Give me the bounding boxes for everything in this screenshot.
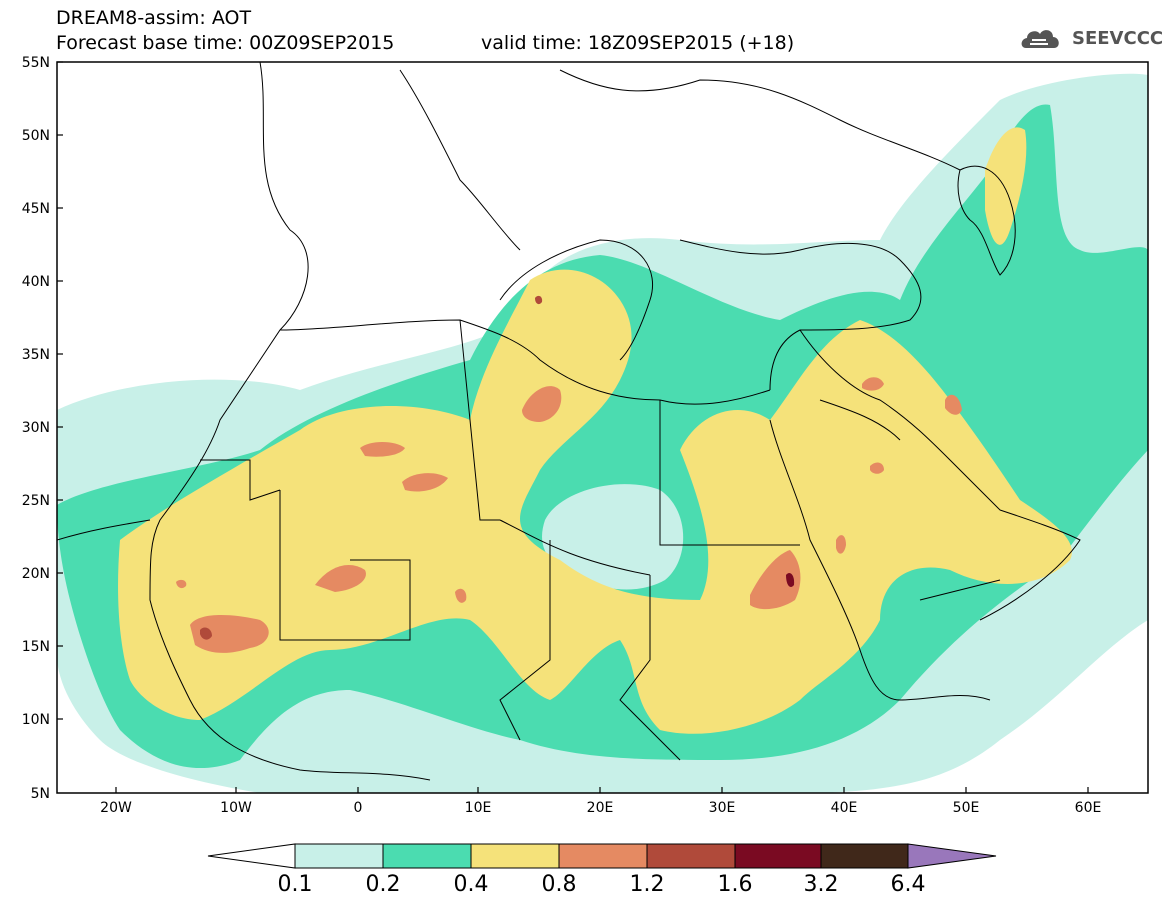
coastlines — [57, 62, 1081, 781]
legend-over-arrow — [907, 843, 997, 869]
lat-label: 20N — [22, 566, 50, 582]
lat-label: 40N — [22, 274, 50, 290]
aot-band-0.8-redsea — [836, 535, 846, 554]
logo-text: SEEVCCC — [1072, 28, 1164, 49]
lat-label: 30N — [22, 420, 50, 436]
aot-band-0.8-chad — [455, 588, 467, 603]
lon-label: 40E — [831, 800, 858, 816]
legend-label: 6.4 — [890, 872, 926, 897]
aot-band-0.8-sudan — [750, 550, 801, 610]
aot-band-1.2-sudan — [786, 573, 795, 587]
lat-label: 10N — [22, 712, 50, 728]
aot-band-0.8-iran — [945, 394, 962, 415]
legend-swatch-0.1 — [294, 843, 384, 869]
aot-band-0.4 — [118, 269, 1072, 734]
legend-label: 0.8 — [541, 872, 577, 897]
lon-label: 10W — [220, 800, 252, 816]
lat-label: 55N — [22, 55, 50, 71]
legend-label: 1.6 — [717, 872, 753, 897]
lat-label: 15N — [22, 639, 50, 655]
aot-band-0.8-niger — [315, 565, 366, 592]
lon-axis: 20W 10W 0 10E 20E 30E 40E 50E 60E — [100, 800, 1101, 816]
aot-band-0.8-libya — [522, 386, 562, 422]
aot-field — [57, 73, 1148, 793]
lon-label: 50E — [953, 800, 980, 816]
cloud-logo-icon — [1021, 30, 1059, 48]
color-legend — [207, 843, 997, 869]
aot-band-0.8-mali — [190, 615, 269, 653]
lon-label: 20E — [587, 800, 614, 816]
legend-swatch-0.2 — [382, 843, 472, 869]
forecast-base-time: Forecast base time: 00Z09SEP2015 — [56, 32, 395, 54]
legend-label: 0.1 — [277, 872, 313, 897]
lon-label: 30E — [709, 800, 736, 816]
legend-swatch-0.4 — [470, 843, 560, 869]
lat-label: 50N — [22, 128, 50, 144]
valid-time: valid time: 18Z09SEP2015 (+18) — [481, 32, 795, 54]
map-title: DREAM8-assim: AOT — [56, 7, 252, 29]
lat-axis: 55N 50N 45N 40N 35N 30N 25N 20N 15N 10N … — [22, 55, 50, 802]
lon-label: 60E — [1075, 800, 1102, 816]
aot-band-0.8-iraq — [862, 377, 884, 391]
aot-band-1.2-mali — [200, 627, 212, 640]
aot-band-0.8-algeria2 — [402, 473, 448, 492]
aot-band-0.8-saudi — [870, 462, 884, 474]
legend-swatch-0.8 — [558, 843, 648, 869]
legend-label: 0.2 — [365, 872, 401, 897]
aot-low-area — [542, 484, 684, 590]
legend-label: 1.2 — [629, 872, 665, 897]
legend-label: 0.4 — [453, 872, 489, 897]
legend-swatch-1.6 — [734, 843, 822, 869]
aot-band-1.2-sardinia — [535, 295, 543, 305]
lon-label: 0 — [354, 800, 363, 816]
legend-label: 3.2 — [803, 872, 839, 897]
axis-ticks — [57, 61, 1089, 793]
aot-band-0.8-algeria1 — [360, 442, 405, 457]
lat-label: 5N — [31, 786, 50, 802]
lat-label: 25N — [22, 493, 50, 509]
lon-label: 10E — [465, 800, 492, 816]
aot-band-0.8-mauritania — [176, 579, 187, 589]
aot-band-0.4-caspian — [985, 127, 1027, 245]
legend-swatch-3.2 — [820, 843, 909, 869]
lon-label: 20W — [100, 800, 132, 816]
legend-under-arrow — [207, 843, 296, 869]
lat-label: 45N — [22, 201, 50, 217]
lat-label: 35N — [22, 347, 50, 363]
legend-swatch-1.2 — [646, 843, 736, 869]
